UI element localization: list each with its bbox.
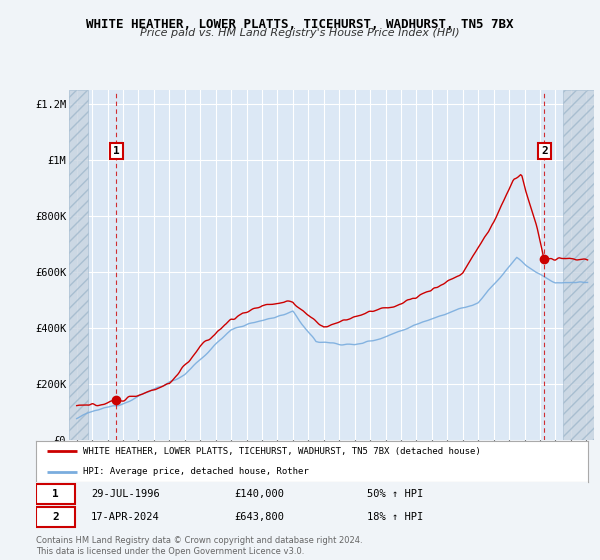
- Text: HPI: Average price, detached house, Rother: HPI: Average price, detached house, Roth…: [83, 467, 308, 476]
- Text: 2: 2: [541, 146, 548, 156]
- Bar: [69, 90, 88, 440]
- Text: Contains HM Land Registry data © Crown copyright and database right 2024.
This d: Contains HM Land Registry data © Crown c…: [36, 536, 362, 556]
- Text: 2: 2: [52, 512, 59, 522]
- Text: WHITE HEATHER, LOWER PLATTS, TICEHURST, WADHURST, TN5 7BX: WHITE HEATHER, LOWER PLATTS, TICEHURST, …: [86, 18, 514, 31]
- Text: £643,800: £643,800: [235, 512, 285, 522]
- FancyBboxPatch shape: [36, 484, 74, 504]
- Text: 17-APR-2024: 17-APR-2024: [91, 512, 160, 522]
- Text: 29-JUL-1996: 29-JUL-1996: [91, 489, 160, 499]
- Text: 50% ↑ HPI: 50% ↑ HPI: [367, 489, 424, 499]
- Text: 18% ↑ HPI: 18% ↑ HPI: [367, 512, 424, 522]
- Text: Price paid vs. HM Land Registry's House Price Index (HPI): Price paid vs. HM Land Registry's House …: [140, 28, 460, 38]
- Text: 1: 1: [113, 146, 120, 156]
- Text: £140,000: £140,000: [235, 489, 285, 499]
- Text: WHITE HEATHER, LOWER PLATTS, TICEHURST, WADHURST, TN5 7BX (detached house): WHITE HEATHER, LOWER PLATTS, TICEHURST, …: [83, 447, 481, 456]
- Bar: [563, 90, 594, 440]
- FancyBboxPatch shape: [36, 507, 74, 527]
- Text: 1: 1: [52, 489, 59, 499]
